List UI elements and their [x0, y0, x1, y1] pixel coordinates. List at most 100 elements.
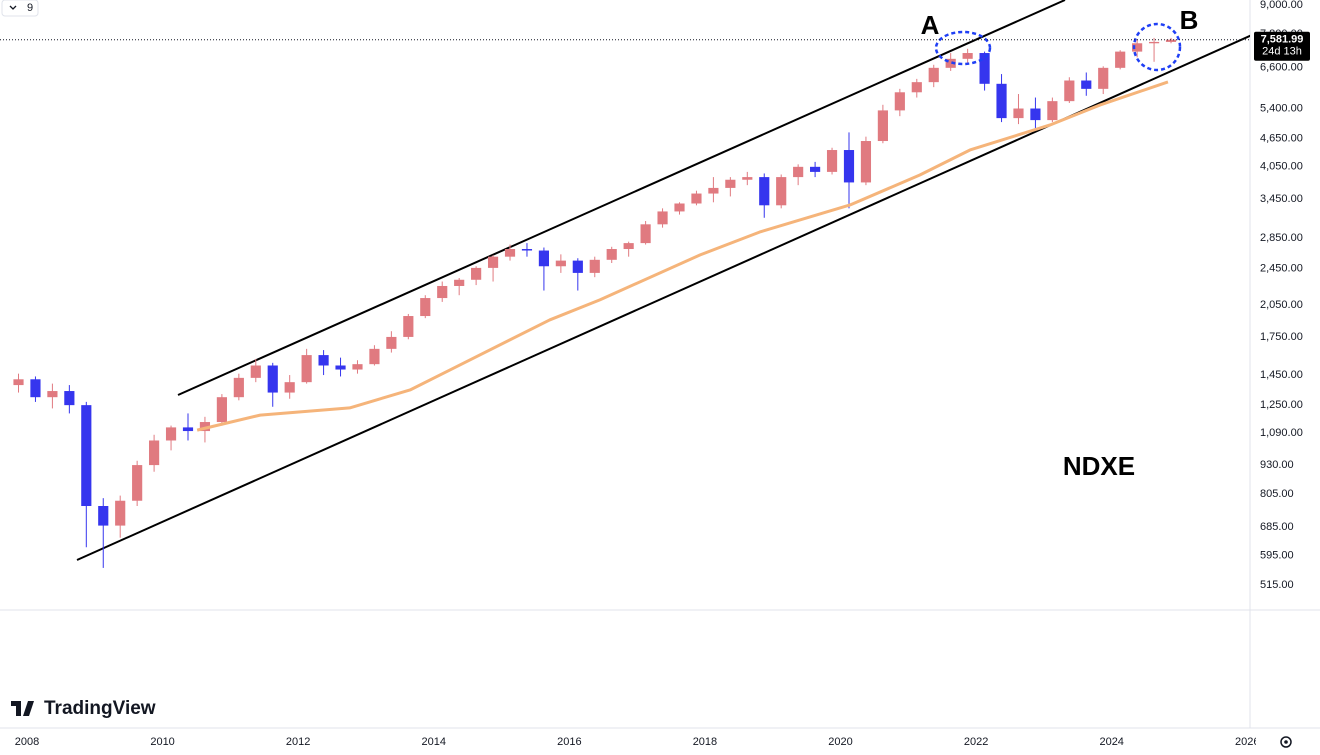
- y-tick-label: 595.00: [1260, 550, 1294, 562]
- candle-body: [894, 92, 905, 111]
- candle-body: [1047, 101, 1058, 121]
- y-tick-label: 5,400.00: [1260, 102, 1303, 114]
- brand-logo[interactable]: TradingView: [11, 698, 156, 719]
- candle-body: [877, 110, 888, 142]
- candle-body: [115, 500, 126, 526]
- annotations: A B NDXE: [921, 5, 1199, 481]
- legend-toggle-box[interactable]: [1, 0, 39, 17]
- legend-toggle[interactable]: 9: [1, 0, 39, 17]
- candle-body: [793, 166, 804, 178]
- candle-body: [810, 166, 821, 172]
- candle-body: [47, 391, 58, 398]
- candle-body: [369, 348, 380, 365]
- legend-count: 9: [27, 2, 33, 14]
- channel-upper: [177, 0, 1066, 396]
- candle-body: [64, 391, 75, 406]
- y-tick-label: 1,090.00: [1260, 427, 1303, 439]
- candle-body: [352, 364, 363, 370]
- y-tick-label: 805.00: [1260, 488, 1294, 500]
- y-tick-label: 1,450.00: [1260, 369, 1303, 381]
- candle-body: [776, 177, 787, 206]
- candle-body: [1148, 41, 1160, 44]
- gear-center: [1284, 740, 1288, 744]
- candle-body: [945, 58, 956, 68]
- candle-body: [606, 249, 617, 260]
- x-tick-label: 2024: [1099, 736, 1123, 748]
- candle-body: [454, 279, 465, 286]
- x-tick-label: 2026: [1235, 736, 1259, 748]
- y-tick-label: 2,450.00: [1260, 263, 1303, 275]
- brand-name: TradingView: [44, 698, 156, 719]
- candle-body: [182, 427, 194, 432]
- y-tick-label: 4,650.00: [1260, 133, 1303, 145]
- x-tick-label: 2014: [422, 736, 446, 748]
- chevron-icon: [9, 5, 17, 10]
- candle-body: [30, 379, 41, 398]
- candle-body: [199, 422, 211, 432]
- candle-body: [165, 427, 177, 441]
- candle-body: [708, 187, 719, 194]
- candle-body: [657, 211, 668, 225]
- candle-body: [301, 355, 312, 383]
- candle-body: [843, 150, 855, 183]
- label-b: B: [1180, 5, 1199, 35]
- candle-body: [538, 250, 550, 267]
- candle-body: [1064, 80, 1075, 102]
- candle-body: [420, 298, 431, 317]
- x-tick-label: 2020: [828, 736, 852, 748]
- x-tick-label: 2010: [150, 736, 174, 748]
- candle-body: [572, 260, 583, 273]
- candle-body: [216, 397, 227, 423]
- candle-body: [911, 82, 922, 93]
- x-tick-label: 2016: [557, 736, 581, 748]
- candle-body: [623, 243, 634, 250]
- time-axis: 2008 2010 2012 2014 2016 2018 2020 2022 2024 2026: [15, 736, 1259, 748]
- candle-body: [742, 177, 753, 180]
- last-price-label: 7,581.99: [1261, 34, 1304, 46]
- candle-body: [403, 316, 414, 337]
- gear-icon: [1280, 736, 1292, 748]
- candle-body: [13, 379, 24, 386]
- y-tick-label: 685.00: [1260, 521, 1294, 533]
- candle-body: [250, 365, 261, 378]
- candle-body: [437, 285, 448, 299]
- candle-body: [132, 465, 143, 501]
- candle-body: [826, 150, 838, 172]
- candle-body: [1081, 80, 1092, 89]
- y-tick-label: 3,450.00: [1260, 193, 1303, 205]
- x-tick-label: 2008: [15, 736, 39, 748]
- y-tick-label: 1,750.00: [1260, 331, 1303, 343]
- candle-body: [640, 224, 651, 244]
- candle-body: [1030, 108, 1041, 121]
- candle-body: [487, 256, 499, 268]
- candle-body: [691, 193, 702, 204]
- moving-average: [196, 80, 1169, 432]
- candle-body: [386, 336, 397, 349]
- candle-body: [962, 53, 973, 59]
- candle-body: [1165, 39, 1177, 42]
- candle-body: [335, 365, 346, 370]
- countdown-label: 24d 13h: [1262, 46, 1302, 58]
- candle-body: [471, 267, 482, 280]
- settings-button[interactable]: [1280, 736, 1292, 748]
- y-tick-label: 930.00: [1260, 459, 1294, 471]
- symbol-label: NDXE: [1063, 451, 1135, 481]
- candle-body: [81, 405, 92, 507]
- candle-body: [233, 377, 244, 398]
- candle-body: [759, 177, 770, 206]
- label-a: A: [921, 10, 940, 40]
- y-tick-label: 1,250.00: [1260, 399, 1303, 411]
- candle-body: [725, 179, 736, 188]
- plot-area: [13, 0, 1250, 568]
- candle-body: [149, 440, 160, 466]
- y-tick-label: 2,050.00: [1260, 299, 1303, 311]
- candle-body: [928, 67, 939, 83]
- candle-body: [1132, 43, 1143, 52]
- candle-body: [589, 259, 600, 273]
- candle-body: [996, 83, 1007, 119]
- x-tick-label: 2022: [964, 736, 988, 748]
- candle-body: [979, 53, 990, 84]
